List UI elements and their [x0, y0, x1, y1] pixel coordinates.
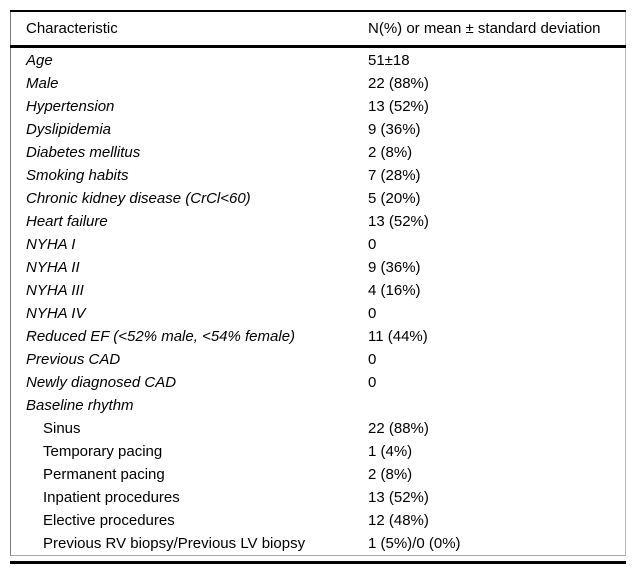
table-row: Permanent pacing 2 (8%) [11, 463, 625, 486]
row-label: Diabetes mellitus [26, 144, 141, 161]
row-label: Temporary pacing [43, 443, 163, 460]
table-row: Diabetes mellitus 2 (8%) [11, 141, 625, 164]
row-value: 1 (4%) [368, 443, 413, 460]
row-value: 4 (16%) [368, 282, 421, 299]
table-row: Previous CAD 0 [11, 348, 625, 371]
row-label: Heart failure [26, 213, 108, 230]
row-value: 13 (52%) [368, 489, 429, 506]
table-body: Age 51±18 Male 22 (88%) Hypertension 13 … [10, 48, 626, 556]
table-row: Sinus 22 (88%) [11, 417, 625, 440]
row-value: 22 (88%) [368, 420, 429, 437]
table-row: Male 22 (88%) [11, 72, 625, 95]
row-value: 9 (36%) [368, 121, 421, 138]
row-value: 51±18 [368, 52, 410, 69]
row-value: 13 (52%) [368, 213, 429, 230]
row-value: 13 (52%) [368, 98, 429, 115]
row-value: 2 (8%) [368, 144, 413, 161]
row-label: Chronic kidney disease (CrCl<60) [26, 190, 251, 207]
table-bottom-rule [10, 561, 626, 564]
row-label: Previous RV biopsy/Previous LV biopsy [43, 535, 306, 552]
table-row: NYHA II 9 (36%) [11, 256, 625, 279]
table-row: NYHA III 4 (16%) [11, 279, 625, 302]
header-value-column: N(%) or mean ± standard deviation [368, 20, 601, 37]
header-characteristic: Characteristic [26, 20, 118, 37]
row-value: 9 (36%) [368, 259, 421, 276]
row-value: 1 (5%)/0 (0%) [368, 535, 461, 552]
row-value: 7 (28%) [368, 167, 421, 184]
table-row: Age 51±18 [11, 49, 625, 72]
table-row: Dyslipidemia 9 (36%) [11, 118, 625, 141]
row-value: 12 (48%) [368, 512, 429, 529]
table-row: Elective procedures 12 (48%) [11, 509, 625, 532]
table-row: NYHA I 0 [11, 233, 625, 256]
table-row: Baseline rhythm [11, 394, 625, 417]
row-label: Baseline rhythm [26, 397, 134, 414]
table-row: Temporary pacing 1 (4%) [11, 440, 625, 463]
row-label: Previous CAD [26, 351, 121, 368]
row-value: 11 (44%) [368, 328, 428, 345]
table-row: Hypertension 13 (52%) [11, 95, 625, 118]
row-label: NYHA I [26, 236, 76, 253]
row-label: Male [26, 75, 59, 92]
table-row: Inpatient procedures 13 (52%) [11, 486, 625, 509]
row-label: NYHA IV [26, 305, 86, 322]
row-label: Inpatient procedures [43, 489, 180, 506]
table-row: NYHA IV 0 [11, 302, 625, 325]
row-value: 0 [368, 236, 377, 253]
row-value: 5 (20%) [368, 190, 421, 207]
table-row: Heart failure 13 (52%) [11, 210, 625, 233]
row-label: Dyslipidemia [26, 121, 112, 138]
row-value: 0 [368, 305, 377, 322]
row-value: 0 [368, 351, 377, 368]
row-label: Elective procedures [43, 512, 175, 529]
row-label: Smoking habits [26, 167, 129, 184]
row-label: Reduced EF (<52% male, <54% female) [26, 328, 296, 345]
table-row: Previous RV biopsy/Previous LV biopsy 1 … [11, 532, 625, 555]
row-label: Age [26, 52, 53, 69]
row-label: Hypertension [26, 98, 115, 115]
row-label: NYHA II [26, 259, 80, 276]
table-row: Newly diagnosed CAD 0 [11, 371, 625, 394]
table-row: Smoking habits 7 (28%) [11, 164, 625, 187]
table-row: Chronic kidney disease (CrCl<60) 5 (20%) [11, 187, 625, 210]
header-divider-rule [10, 45, 626, 48]
row-value: 2 (8%) [368, 466, 413, 483]
baseline-characteristics-table: Characteristic N(%) or mean ± standard d… [10, 10, 626, 564]
row-value: 0 [368, 374, 377, 391]
table-header-row: Characteristic N(%) or mean ± standard d… [10, 12, 626, 45]
row-label: NYHA III [26, 282, 84, 299]
row-label: Newly diagnosed CAD [26, 374, 177, 391]
row-label: Sinus [43, 420, 81, 437]
row-value: 22 (88%) [368, 75, 429, 92]
row-label: Permanent pacing [43, 466, 165, 483]
table-top-rule [10, 10, 626, 12]
table-row: Reduced EF (<52% male, <54% female) 11 (… [11, 325, 625, 348]
